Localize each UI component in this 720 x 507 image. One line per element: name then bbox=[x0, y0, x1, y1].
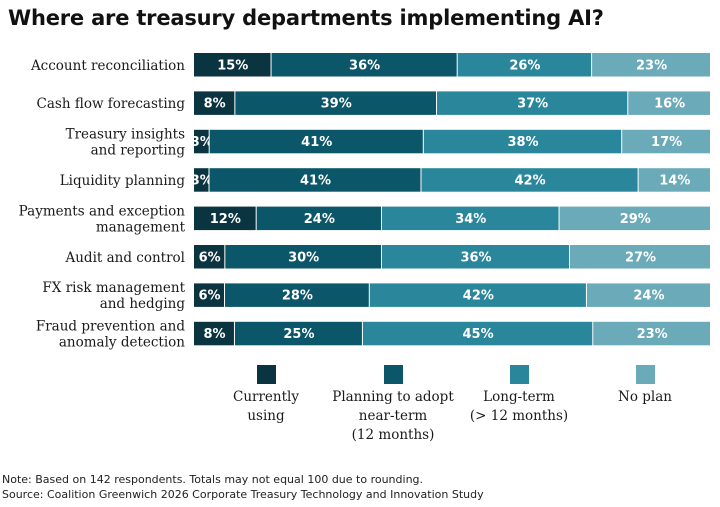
bar-segment bbox=[628, 91, 710, 115]
value-label: 42% bbox=[514, 173, 545, 188]
bar-segment bbox=[592, 53, 710, 77]
bar-segment bbox=[234, 321, 362, 346]
bar-segment bbox=[570, 245, 710, 269]
bar-segment bbox=[194, 321, 234, 346]
footnote: Note: Based on 142 respondents. Totals m… bbox=[2, 473, 424, 486]
bar-segment bbox=[225, 245, 381, 269]
value-label: 12% bbox=[210, 212, 241, 227]
value-label: 6% bbox=[199, 250, 221, 265]
value-label: 36% bbox=[460, 250, 491, 265]
category-label: Liquidity planning bbox=[60, 173, 186, 189]
bar-segment bbox=[225, 283, 369, 307]
category-label: FX risk management and hedging bbox=[42, 280, 185, 312]
value-label: 26% bbox=[509, 58, 540, 73]
legend-swatch bbox=[383, 365, 403, 384]
bar-segment bbox=[638, 168, 710, 192]
bar-segment bbox=[362, 321, 593, 346]
value-label: 28% bbox=[282, 289, 313, 304]
value-label: 8% bbox=[204, 97, 226, 112]
value-label: 45% bbox=[463, 327, 494, 342]
legend-swatch bbox=[509, 365, 529, 384]
bar-segment bbox=[622, 129, 710, 154]
value-label: 3% bbox=[191, 135, 213, 150]
chart-title: Where are treasury departments implement… bbox=[8, 6, 604, 30]
value-label: 34% bbox=[455, 212, 486, 227]
bar-segment bbox=[194, 91, 235, 115]
value-label: 29% bbox=[620, 212, 651, 227]
value-label: 14% bbox=[659, 173, 690, 188]
bar-segment bbox=[194, 206, 256, 231]
bar-segment bbox=[457, 53, 592, 77]
bar-segment bbox=[586, 283, 710, 307]
category-label: Audit and control bbox=[64, 250, 185, 266]
value-label: 24% bbox=[304, 212, 335, 227]
legend-swatch bbox=[635, 365, 655, 384]
legend-item: Long-term (> 12 months) bbox=[454, 365, 584, 426]
stacked-bar-chart: Account reconciliation 15% 36% 26% 23% Cash f… bbox=[19, 53, 710, 351]
bar-segment bbox=[421, 168, 638, 192]
bar-segment bbox=[209, 168, 421, 192]
legend-label: Planning to adopt near-term (12 months) bbox=[332, 389, 454, 443]
value-label: 30% bbox=[288, 250, 319, 265]
value-label: 42% bbox=[463, 289, 494, 304]
value-label: 41% bbox=[300, 173, 331, 188]
bar-segment bbox=[194, 168, 209, 192]
bar-segment bbox=[194, 283, 225, 307]
bar-segment bbox=[593, 321, 710, 346]
category-label: Cash flow forecasting bbox=[37, 96, 186, 112]
bar-segment bbox=[209, 129, 423, 154]
bar-segment bbox=[194, 129, 209, 154]
bar-segment bbox=[423, 129, 622, 154]
source-note: Source: Coalition Greenwich 2026 Corpora… bbox=[2, 488, 484, 501]
value-label: 36% bbox=[349, 58, 380, 73]
bar-segment bbox=[235, 91, 436, 115]
category-label: Fraud prevention and anomaly detection bbox=[36, 319, 185, 351]
legend-item: Planning to adopt near-term (12 months) bbox=[328, 365, 458, 445]
value-label: 24% bbox=[633, 289, 664, 304]
bar-segment bbox=[436, 91, 628, 115]
value-label: 8% bbox=[203, 327, 225, 342]
legend-swatch bbox=[256, 365, 276, 384]
bar-segment bbox=[559, 206, 710, 231]
value-label: 37% bbox=[517, 97, 548, 112]
value-label: 38% bbox=[507, 135, 538, 150]
chart-legend: Currently using Planning to adopt near-te… bbox=[0, 365, 720, 450]
legend-item: Currently using bbox=[201, 365, 331, 426]
bar-segment bbox=[194, 53, 271, 77]
value-label: 27% bbox=[625, 250, 656, 265]
bar-segment bbox=[369, 283, 586, 307]
value-label: 17% bbox=[651, 135, 682, 150]
bar-segment bbox=[194, 245, 225, 269]
bar-segment bbox=[382, 206, 559, 231]
bar-segment bbox=[271, 53, 457, 77]
category-label: Treasury insights and reporting bbox=[66, 127, 186, 159]
value-label: 23% bbox=[636, 58, 667, 73]
value-label: 25% bbox=[283, 327, 314, 342]
value-label: 6% bbox=[198, 289, 220, 304]
category-label: Payments and exception management bbox=[19, 203, 186, 235]
value-label: 39% bbox=[321, 97, 352, 112]
value-label: 41% bbox=[301, 135, 332, 150]
value-label: 16% bbox=[654, 97, 685, 112]
value-label: 23% bbox=[637, 327, 668, 342]
value-label: 3% bbox=[191, 173, 213, 188]
legend-label: Currently using bbox=[233, 389, 299, 424]
bar-segment bbox=[256, 206, 381, 231]
legend-item: No plan bbox=[580, 365, 710, 407]
legend-label: No plan bbox=[618, 389, 672, 405]
value-label: 15% bbox=[217, 58, 248, 73]
legend-label: Long-term (> 12 months) bbox=[469, 389, 569, 424]
bar-segment bbox=[382, 245, 569, 269]
category-label: Account reconciliation bbox=[30, 58, 185, 74]
